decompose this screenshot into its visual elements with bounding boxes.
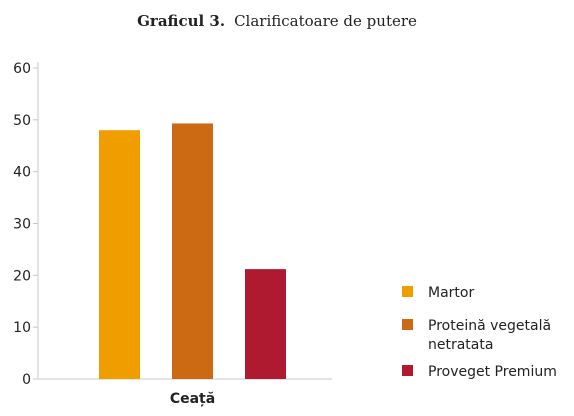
- y-tick-label: 10: [13, 320, 31, 336]
- chart-title-bold: Graficul 3.: [137, 12, 225, 30]
- legend: Martor Proteină vegetală netratata Proveget…: [402, 285, 557, 380]
- y-tick-label: 50: [13, 113, 31, 129]
- y-tick-label: 20: [13, 268, 31, 284]
- chart-title-rest: Clarificatoare de putere: [234, 12, 417, 30]
- y-tick-label: 0: [22, 372, 31, 388]
- bar-1: [99, 130, 140, 379]
- y-tick-label: 30: [13, 217, 31, 233]
- legend-label-line: netratata: [428, 337, 493, 353]
- legend-label-3: Proveget Premium: [428, 364, 557, 380]
- legend-label-1: Martor: [428, 285, 474, 301]
- bars: Ceață: [99, 123, 286, 407]
- bar-2: [172, 123, 213, 379]
- legend-swatch-1: [402, 286, 413, 297]
- legend-label-2: Proteină vegetală netratata: [428, 318, 551, 353]
- legend-swatch-2: [402, 319, 413, 330]
- x-category-label: Ceață: [170, 391, 215, 407]
- y-tick-label: 60: [13, 61, 31, 77]
- legend-label-line: Proveget Premium: [428, 364, 557, 380]
- legend-swatch-3: [402, 365, 413, 376]
- legend-label-line: Proteină vegetală: [428, 318, 551, 334]
- axes: 0 10 20 30 40 50 60: [13, 61, 332, 388]
- legend-label-line: Martor: [428, 285, 474, 301]
- y-tick-label: 40: [13, 165, 31, 181]
- chart-title: Graficul 3. Clarificatoare de putere: [137, 12, 417, 30]
- bar-3: [245, 269, 286, 379]
